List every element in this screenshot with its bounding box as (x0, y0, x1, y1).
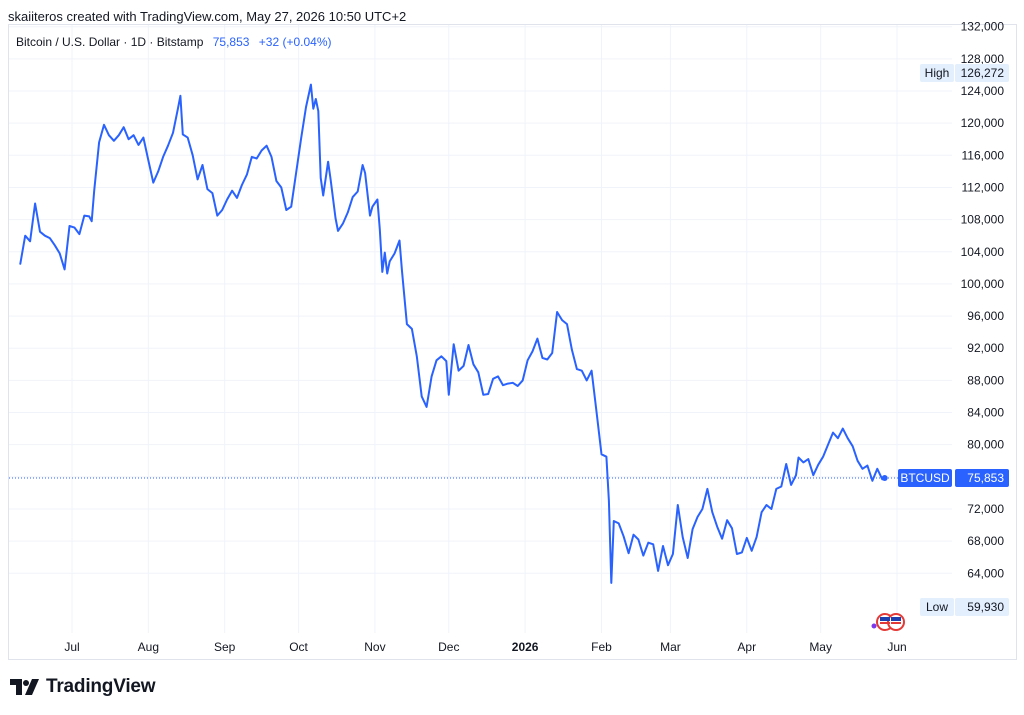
y-tick-label: 128,000 (961, 52, 1005, 66)
y-tick-label: 132,000 (961, 20, 1005, 34)
chart-frame (8, 24, 1017, 660)
tradingview-logo[interactable]: TradingView (10, 676, 156, 698)
y-tick-label: 124,000 (961, 84, 1005, 98)
x-tick-label: Sep (214, 640, 236, 654)
low-value-box (955, 598, 1009, 616)
flag-canton (891, 617, 901, 621)
x-tick-label: Oct (289, 640, 308, 654)
last-price-dot (881, 475, 888, 482)
high-label-box (920, 64, 954, 82)
x-tick-label: Jun (887, 640, 906, 654)
y-tick-label: 104,000 (961, 245, 1005, 259)
ticker-label: BTCUSD (900, 471, 950, 485)
x-tick-label: Dec (438, 640, 459, 654)
series-line (19, 83, 886, 584)
legend-price: 75,853 (212, 35, 250, 49)
y-tick-label: 88,000 (967, 373, 1004, 387)
high-label: High (925, 66, 950, 80)
x-tick-label: Aug (138, 640, 159, 654)
flag-stripe (880, 622, 890, 624)
y-tick-label: 96,000 (967, 309, 1004, 323)
ticker-label-box (898, 469, 952, 488)
y-tick-label: 116,000 (962, 148, 1005, 162)
tradingview-logo-icon (10, 679, 39, 695)
x-tick-label: 2026 (512, 640, 539, 654)
y-tick-label: 84,000 (967, 406, 1004, 420)
high-value: 126,272 (961, 66, 1005, 80)
low-value: 59,930 (967, 600, 1004, 614)
low-label: Low (926, 600, 948, 614)
y-tick-label: 64,000 (967, 566, 1004, 580)
y-tick-label: 72,000 (967, 502, 1004, 516)
flag-canton (880, 617, 890, 621)
last-price-box (955, 469, 1009, 488)
sparkle-icon (871, 623, 877, 629)
x-tick-label: May (809, 640, 832, 654)
y-tick-label: 68,000 (967, 534, 1004, 548)
y-tick-label: 120,000 (961, 116, 1005, 130)
x-tick-label: Apr (737, 640, 756, 654)
y-tick-label: 112,000 (962, 180, 1005, 194)
symbol-label: Bitcoin / U.S. Dollar · 1D · Bitstamp (16, 35, 204, 49)
y-tick-label: 108,000 (961, 213, 1005, 227)
x-tick-label: Mar (660, 640, 681, 654)
last-price-label: 75,853 (967, 471, 1004, 485)
chart-attribution: skaiiteros created with TradingView.com,… (8, 9, 407, 24)
x-tick-label: Jul (64, 640, 79, 654)
logo-text: TradingView (46, 676, 156, 697)
y-tick-label: 100,000 (961, 277, 1005, 291)
y-tick-label: 80,000 (967, 438, 1004, 452)
y-tick-label: 92,000 (967, 341, 1004, 355)
flag-stripe (891, 622, 901, 624)
x-tick-label: Feb (591, 640, 612, 654)
x-tick-label: Nov (364, 640, 385, 654)
low-label-box (920, 598, 954, 616)
high-value-box (955, 64, 1009, 82)
symbol-legend: Bitcoin / U.S. Dollar · 1D · Bitstamp 75… (16, 35, 332, 49)
legend-change: +32 (+0.04%) (258, 35, 332, 49)
